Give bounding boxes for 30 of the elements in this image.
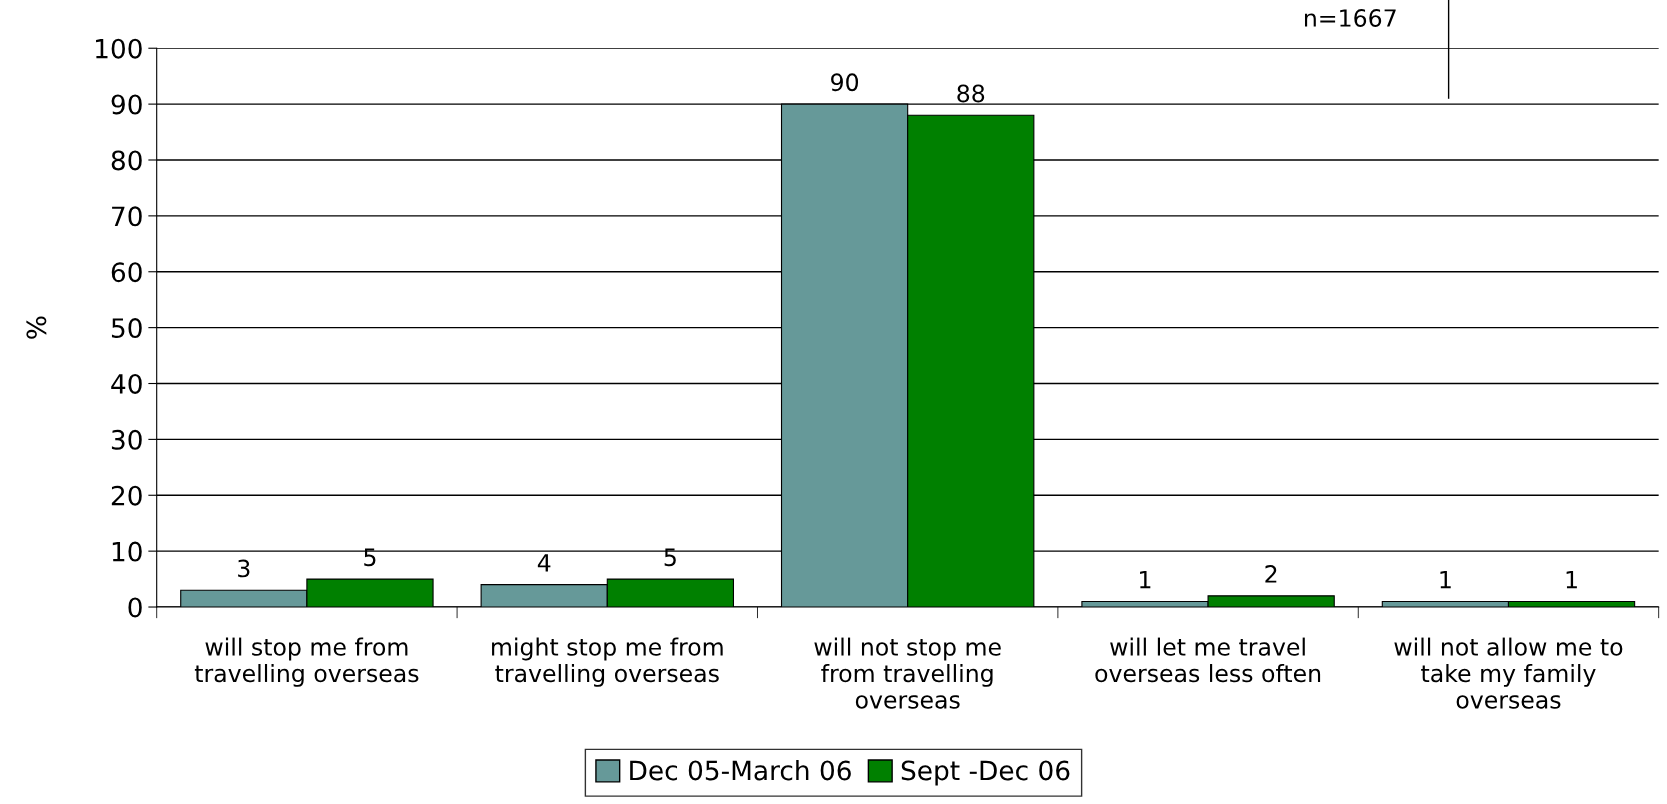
data-label: 4 [537,554,551,572]
data-label: 3 [238,559,250,578]
data-label: 1 [1566,570,1577,589]
y-tick-label: 0 [128,597,142,618]
data-label: 1 [1440,570,1451,589]
legend-label: Sept -Dec 06 [901,760,1070,786]
text: n=1667 [1304,9,1396,27]
x-tick-label: will stop me from travelling overseas [194,637,419,687]
x-tick-label: will not allow me to take my family overseas [1394,637,1623,709]
y-tick-label: 10 [112,541,142,562]
y-tick-label: 70 [112,206,142,227]
y-tick-label: 60 [111,262,142,283]
y-tick-label: 90 [111,94,142,115]
y-tick-label: 40 [111,373,142,394]
data-label: 1 [1140,570,1151,589]
data-label: 5 [664,548,676,567]
data-label: 90 [831,73,859,92]
y-tick-label: 50 [111,318,142,339]
y-tick-label: 100 [96,38,142,59]
x-tick-label: will let me travel overseas less often [1095,637,1321,683]
y-axis-title: % [26,316,47,339]
y-tick-label: 30 [111,429,142,450]
data-label: 2 [1265,565,1277,583]
y-tick-label: 80 [111,150,142,171]
x-tick-label: will not stop me from travelling overseas [814,637,1001,709]
legend-label: Dec 05-March 06 [630,759,851,781]
data-label: 88 [957,84,985,103]
x-tick-label: might stop me from travelling overseas [492,637,723,687]
y-tick-label: 20 [111,485,142,506]
data-label: 5 [364,548,376,567]
